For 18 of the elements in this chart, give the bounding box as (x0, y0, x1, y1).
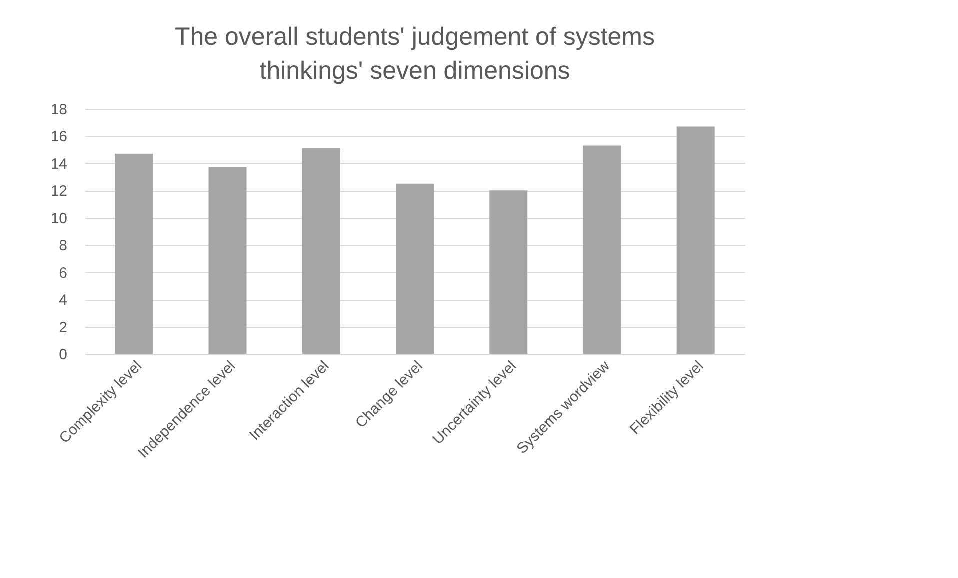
bar (490, 190, 528, 354)
y-tick-label: 14 (50, 156, 68, 173)
y-tick-label: 4 (59, 292, 68, 310)
y-tick-label: 10 (50, 210, 68, 228)
y-tick-label: 2 (59, 319, 68, 336)
bar (208, 168, 247, 354)
bar (396, 184, 434, 354)
y-tick-label: 0 (59, 346, 68, 364)
bar (583, 146, 622, 354)
bar (302, 148, 340, 354)
y-tick-label: 6 (59, 264, 68, 282)
y-tick-label: 12 (50, 183, 68, 200)
y-tick-label: 8 (59, 238, 68, 255)
y-tick-label: 18 (50, 102, 68, 118)
chart-title: The overall students' judgement of systems thinkings' seven dimensions (174, 23, 656, 85)
y-tick-label: 16 (50, 128, 68, 146)
bar (676, 126, 715, 354)
bar (115, 154, 154, 354)
